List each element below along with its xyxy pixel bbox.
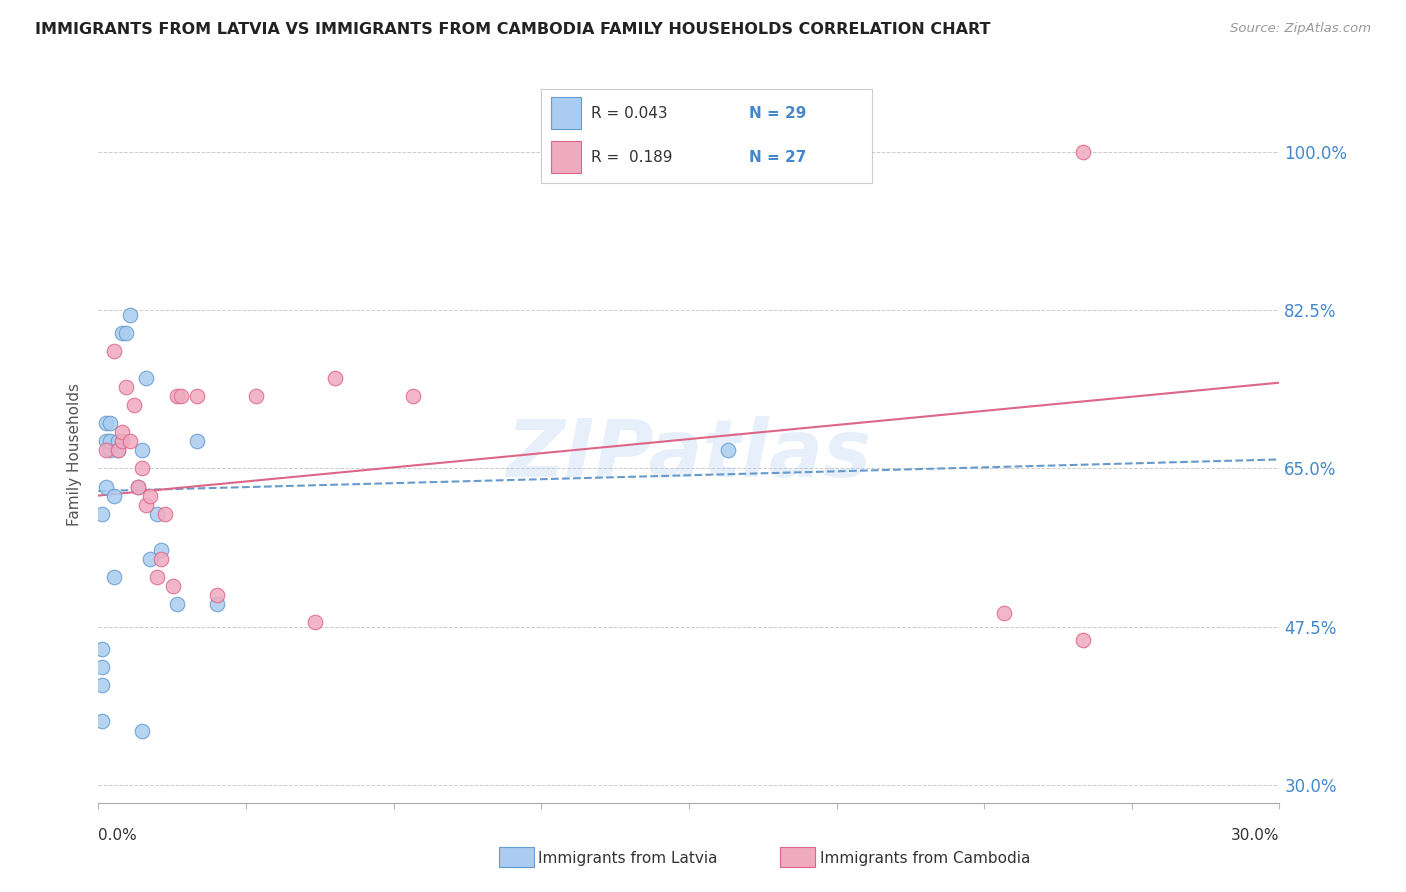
Point <box>205 597 228 611</box>
Point <box>118 434 141 449</box>
Y-axis label: Family Households: Family Households <box>67 384 83 526</box>
Point <box>115 380 138 394</box>
Point <box>91 507 114 521</box>
Point <box>717 443 740 458</box>
Point <box>155 507 177 521</box>
Point <box>111 434 134 449</box>
Bar <box>551 141 581 173</box>
Point <box>111 425 134 440</box>
Point <box>96 443 118 458</box>
Point <box>98 443 121 458</box>
Point <box>146 570 169 584</box>
Point <box>166 389 188 403</box>
Text: 0.0%: 0.0% <box>98 828 138 843</box>
Point <box>166 597 188 611</box>
Point <box>91 678 114 692</box>
Point <box>138 551 160 566</box>
Point <box>103 344 125 359</box>
Point <box>131 443 153 458</box>
Point <box>103 570 125 584</box>
Point <box>304 615 326 629</box>
Point <box>98 434 121 449</box>
Point <box>146 507 169 521</box>
Point <box>205 588 228 602</box>
Point <box>118 308 141 322</box>
Text: Source: ZipAtlas.com: Source: ZipAtlas.com <box>1230 22 1371 36</box>
Point <box>186 389 208 403</box>
Point <box>91 660 114 674</box>
Text: N = 29: N = 29 <box>749 105 807 120</box>
Point <box>96 479 118 493</box>
Point <box>162 579 184 593</box>
Point <box>131 723 153 738</box>
Point <box>245 389 267 403</box>
Text: N = 27: N = 27 <box>749 150 807 165</box>
Point <box>111 326 134 340</box>
Point <box>107 443 129 458</box>
Text: Immigrants from Latvia: Immigrants from Latvia <box>538 851 718 865</box>
Text: ZIPatlas: ZIPatlas <box>506 416 872 494</box>
Point <box>96 417 118 431</box>
Text: R =  0.189: R = 0.189 <box>591 150 672 165</box>
Point <box>993 606 1015 620</box>
Point <box>150 551 173 566</box>
Point <box>122 398 145 412</box>
Bar <box>551 96 581 129</box>
Point <box>91 642 114 657</box>
Text: Immigrants from Cambodia: Immigrants from Cambodia <box>820 851 1031 865</box>
Point <box>91 714 114 729</box>
Point <box>131 461 153 475</box>
Point <box>127 479 149 493</box>
Point <box>96 434 118 449</box>
Point <box>1071 633 1094 648</box>
Text: 30.0%: 30.0% <box>1232 828 1279 843</box>
Point <box>150 542 173 557</box>
Point <box>186 434 208 449</box>
Point <box>1071 145 1094 160</box>
Point <box>135 498 157 512</box>
Point <box>135 371 157 385</box>
Point <box>107 443 129 458</box>
Point <box>170 389 193 403</box>
Point <box>115 326 138 340</box>
Point <box>103 489 125 503</box>
Point <box>98 417 121 431</box>
Point <box>402 389 425 403</box>
Point <box>138 489 160 503</box>
Point <box>127 479 149 493</box>
Point <box>107 434 129 449</box>
Point <box>323 371 346 385</box>
Text: R = 0.043: R = 0.043 <box>591 105 668 120</box>
Text: IMMIGRANTS FROM LATVIA VS IMMIGRANTS FROM CAMBODIA FAMILY HOUSEHOLDS CORRELATION: IMMIGRANTS FROM LATVIA VS IMMIGRANTS FRO… <box>35 22 991 37</box>
